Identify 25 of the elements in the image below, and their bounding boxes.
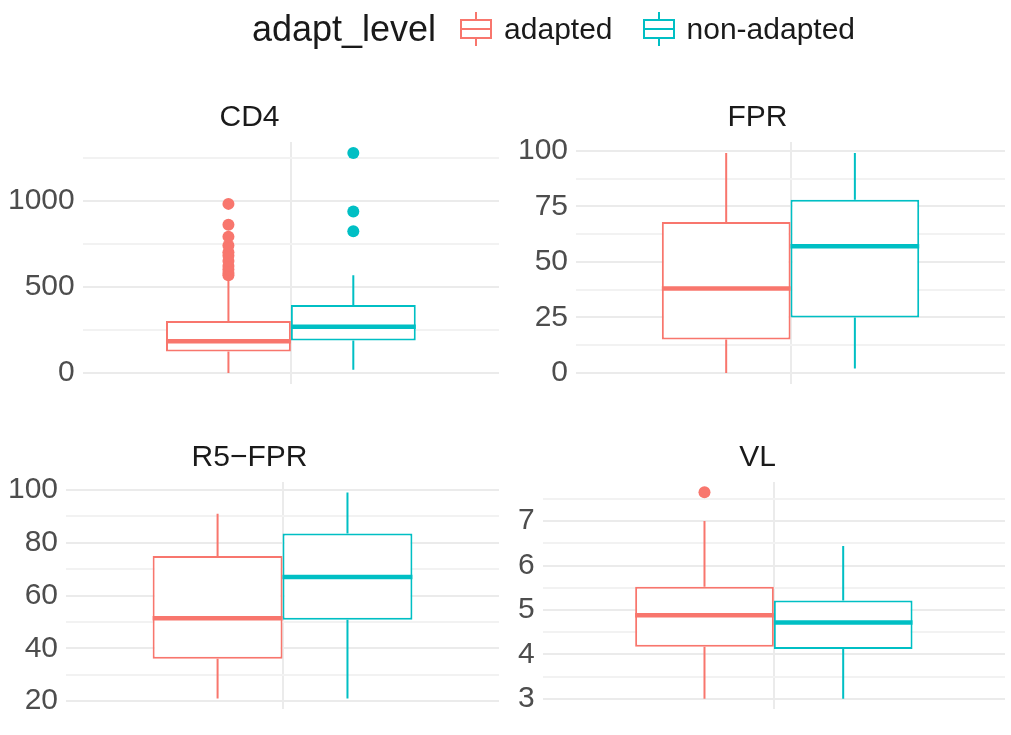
y-tick-label: 0 <box>58 354 75 388</box>
y-tick-label: 4 <box>518 635 535 669</box>
chart-title: R5−FPR <box>191 439 308 473</box>
y-tick-label: 500 <box>24 268 75 302</box>
legend-label: non-adapted <box>686 12 856 46</box>
y-tick-label: 60 <box>24 576 59 610</box>
y-tick-label: 40 <box>24 629 59 663</box>
legend-title: adapt_level <box>251 8 437 50</box>
y-tick-label: 20 <box>24 682 59 716</box>
y-tick-label: 6 <box>518 546 535 580</box>
chart-title: VL <box>739 439 776 473</box>
y-tick-label: 0 <box>551 354 569 388</box>
y-tick-label: 25 <box>534 298 569 332</box>
y-tick-label: 7 <box>518 502 535 536</box>
chart-title: CD4 <box>219 99 280 133</box>
y-tick-label: 75 <box>534 187 569 221</box>
y-tick-label: 100 <box>517 132 569 166</box>
y-tick-label: 80 <box>24 523 59 557</box>
y-tick-label: 3 <box>518 680 535 714</box>
legend-label: adapted <box>504 12 613 46</box>
y-tick-label: 1000 <box>7 181 75 215</box>
chart-title: FPR <box>727 99 788 133</box>
y-tick-label: 5 <box>518 591 535 625</box>
y-tick-label: 100 <box>7 471 59 505</box>
y-tick-label: 50 <box>534 243 569 277</box>
